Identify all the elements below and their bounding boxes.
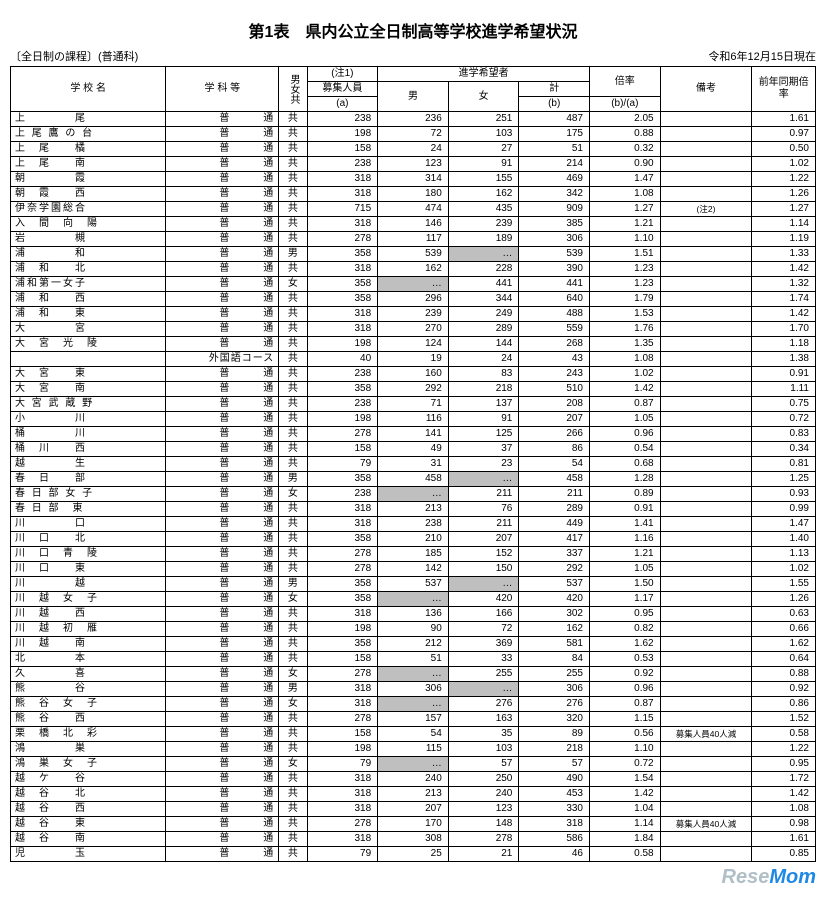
table-row: 浦 和 北普 通共3181622283901.231.42 (11, 262, 816, 277)
table-row: 川 口 東普 通共2781421502921.051.02 (11, 562, 816, 577)
th-ratio: 倍率 (590, 67, 661, 97)
th-ratio-sub: (b)/(a) (590, 97, 661, 112)
table-row: 越 谷 南普 通共3183082785861.841.61 (11, 832, 816, 847)
header-row-1: 学 校 名 学 科 等 男女共 (注1) 進学希望者 倍率 備考 前年同期倍率 (11, 67, 816, 82)
table-row: 久 喜普 通女278…2552550.920.88 (11, 667, 816, 682)
table-row: 桶 川 西普 通共1584937860.540.34 (11, 442, 816, 457)
th-total: 計 (519, 82, 590, 97)
table-row: 熊 谷 西普 通共2781571633201.151.52 (11, 712, 816, 727)
table-row: 大 宮 東普 通共238160832431.020.91 (11, 367, 816, 382)
table-row: 浦 和普 通男358539…5391.511.33 (11, 247, 816, 262)
table-row: 春 日 部 女 子普 通女238…2112110.890.93 (11, 487, 816, 502)
th-prev: 前年同期倍率 (752, 67, 816, 112)
table-row: 外国語コース共401924431.081.38 (11, 352, 816, 367)
table-row: 小 川普 通共198116912071.050.72 (11, 412, 816, 427)
th-dept: 学 科 等 (166, 67, 279, 112)
th-remark: 備考 (660, 67, 752, 112)
table-row: 大 宮普 通共3182702895591.761.70 (11, 322, 816, 337)
table-row: 川 越 初 雁普 通共19890721620.820.66 (11, 622, 816, 637)
th-female: 女 (448, 82, 519, 112)
table-row: 熊 谷普 通男318306…3060.960.92 (11, 682, 816, 697)
subheader: 〔全日制の課程〕(普通科) 令和6年12月15日現在 (10, 48, 816, 64)
table-row: 桶 川普 通共2781411252660.960.83 (11, 427, 816, 442)
table-row: 春 日 部 東普 通共318213762890.910.99 (11, 502, 816, 517)
table-row: 朝 霞普 通共3183141554691.471.22 (11, 172, 816, 187)
subtitle-right: 令和6年12月15日現在 (708, 48, 816, 64)
table-row: 岩 槻普 通共2781171893061.101.19 (11, 232, 816, 247)
table-row: 鴻 巣普 通共1981151032181.101.22 (11, 742, 816, 757)
table-row: 上 尾 橘普 通共1582427510.320.50 (11, 142, 816, 157)
logo-right: Mom (769, 866, 816, 888)
table-row: 児 玉普 通共792521460.580.85 (11, 847, 816, 862)
th-total-sub: (b) (519, 97, 590, 112)
th-sex: 男女共 (279, 67, 307, 112)
table-row: 大 宮 南普 通共3582922185101.421.11 (11, 382, 816, 397)
table-row: 川 越 女 子普 通女358…4204201.171.26 (11, 592, 816, 607)
table-row: 鴻 巣 女 子普 通女79…57570.720.95 (11, 757, 816, 772)
th-male: 男 (378, 82, 449, 112)
logo: ReseMom (10, 866, 816, 889)
th-capacity-sub: (a) (307, 97, 378, 112)
table-row: 入 間 向 陽普 通共3181462393851.211.14 (11, 217, 816, 232)
table-row: 浦 和 西普 通共3582963446401.791.74 (11, 292, 816, 307)
th-school: 学 校 名 (11, 67, 166, 112)
th-note1: (注1) (307, 67, 378, 82)
table-row: 川 越普 通男358537…5371.501.55 (11, 577, 816, 592)
table-row: 浦和第一女子普 通女358…4414411.231.32 (11, 277, 816, 292)
subtitle-left: 〔全日制の課程〕(普通科) (10, 48, 138, 64)
table-row: 川 口普 通共3182382114491.411.47 (11, 517, 816, 532)
table-row: 川 口 北普 通共3582102074171.161.40 (11, 532, 816, 547)
table-row: 越 谷 西普 通共3182071233301.041.08 (11, 802, 816, 817)
th-applicants: 進学希望者 (378, 67, 590, 82)
th-capacity: 募集人員 (307, 82, 378, 97)
table-row: 越 谷 北普 通共3182132404531.421.42 (11, 787, 816, 802)
table-row: 越 ケ 谷普 通共3182402504901.541.72 (11, 772, 816, 787)
table-row: 伊奈学園総合普 通共7154744359091.27(注2)1.27 (11, 202, 816, 217)
table-row: 川 越 西普 通共3181361663020.950.63 (11, 607, 816, 622)
table-row: 大 宮 武 蔵 野普 通共238711372080.870.75 (11, 397, 816, 412)
table-row: 春 日 部普 通男358458…4581.281.25 (11, 472, 816, 487)
table-row: 上 尾普 通共2382362514872.051.61 (11, 112, 816, 127)
table-row: 熊 谷 女 子普 通女318…2762760.870.86 (11, 697, 816, 712)
table-row: 大 宮 光 陵普 通共1981241442681.351.18 (11, 337, 816, 352)
table-row: 川 口 青 陵普 通共2781851523371.211.13 (11, 547, 816, 562)
table-row: 越 谷 東普 通共2781701483181.14募集人員40人減0.98 (11, 817, 816, 832)
logo-left: Rese (722, 866, 770, 888)
data-table: 学 校 名 学 科 等 男女共 (注1) 進学希望者 倍率 備考 前年同期倍率 … (10, 66, 816, 862)
table-row: 上 尾 南普 通共238123912140.901.02 (11, 157, 816, 172)
table-row: 栗 橋 北 彩普 通共1585435890.56募集人員40人減0.58 (11, 727, 816, 742)
table-row: 朝 霞 西普 通共3181801623421.081.26 (11, 187, 816, 202)
table-row: 川 越 南普 通共3582123695811.621.62 (11, 637, 816, 652)
table-row: 上 尾 鷹 の 台普 通共198721031750.880.97 (11, 127, 816, 142)
table-row: 北 本普 通共1585133840.530.64 (11, 652, 816, 667)
page-title: 第1表 県内公立全日制高等学校進学希望状況 (10, 18, 816, 42)
table-row: 浦 和 東普 通共3182392494881.531.42 (11, 307, 816, 322)
table-row: 越 生普 通共793123540.680.81 (11, 457, 816, 472)
